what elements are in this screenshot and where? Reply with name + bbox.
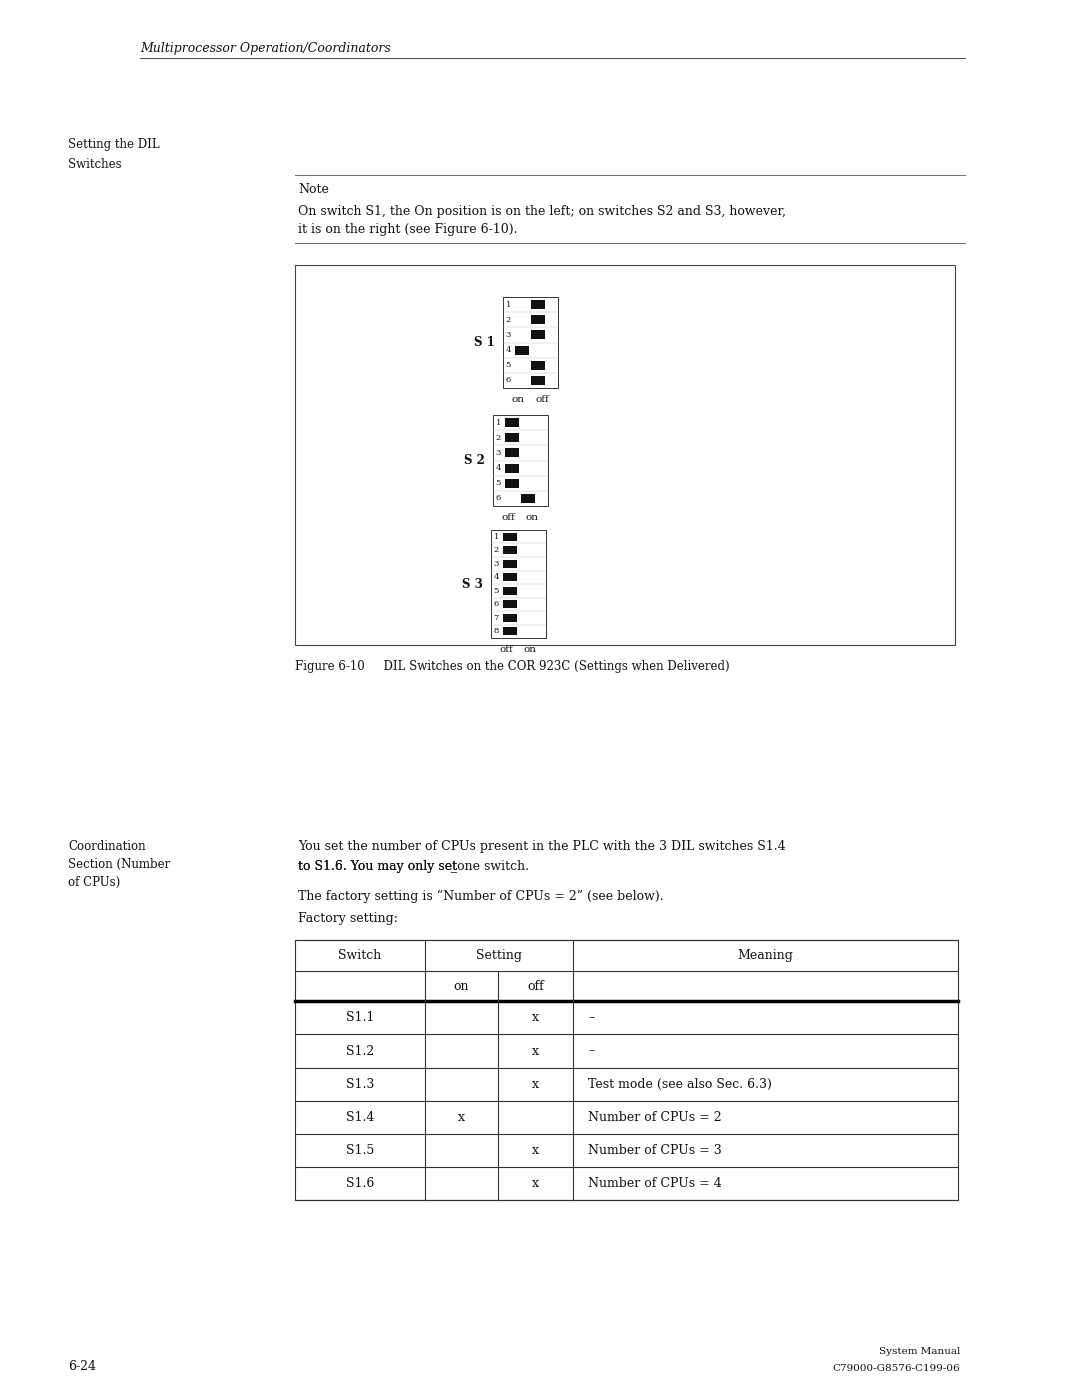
Text: 3: 3 bbox=[494, 560, 499, 567]
Bar bbox=[503, 573, 517, 581]
Bar bbox=[503, 532, 517, 541]
Text: Factory setting:: Factory setting: bbox=[298, 912, 397, 925]
Text: 3: 3 bbox=[505, 331, 511, 339]
Text: C79000-G8576-C199-06: C79000-G8576-C199-06 bbox=[833, 1363, 960, 1373]
Text: x: x bbox=[532, 1077, 539, 1091]
Text: Section (Number: Section (Number bbox=[68, 858, 171, 870]
Text: on: on bbox=[524, 645, 537, 654]
Text: 7: 7 bbox=[494, 613, 499, 622]
Text: 6-24: 6-24 bbox=[68, 1361, 96, 1373]
Text: off: off bbox=[499, 645, 513, 654]
Bar bbox=[531, 300, 545, 309]
Bar bbox=[505, 418, 519, 427]
Text: to S1.6. You may only set̲one switch.: to S1.6. You may only set̲one switch. bbox=[298, 861, 529, 873]
Text: to S1.6. You may only set: to S1.6. You may only set bbox=[298, 861, 457, 873]
Text: Number of CPUs = 4: Number of CPUs = 4 bbox=[588, 1176, 721, 1190]
Text: On switch S1, the On position is on the left; on switches S2 and S3, however,: On switch S1, the On position is on the … bbox=[298, 205, 786, 218]
Text: Figure 6-10     DIL Switches on the COR 923C (Settings when Delivered): Figure 6-10 DIL Switches on the COR 923C… bbox=[295, 659, 730, 673]
Bar bbox=[531, 360, 545, 370]
Text: Switches: Switches bbox=[68, 158, 122, 170]
Bar bbox=[502, 298, 557, 388]
Text: –: – bbox=[588, 1011, 594, 1024]
Text: 1: 1 bbox=[505, 300, 511, 309]
Text: of CPUs): of CPUs) bbox=[68, 876, 120, 888]
Text: 8: 8 bbox=[494, 627, 499, 636]
Text: S1.6: S1.6 bbox=[346, 1176, 374, 1190]
Text: Meaning: Meaning bbox=[738, 949, 794, 963]
Text: 6: 6 bbox=[505, 376, 511, 384]
Text: The factory setting is “Number of CPUs = 2” (see below).: The factory setting is “Number of CPUs =… bbox=[298, 890, 663, 904]
Bar bbox=[531, 330, 545, 339]
Text: S1.2: S1.2 bbox=[346, 1045, 374, 1058]
Bar bbox=[505, 448, 519, 457]
Bar bbox=[503, 601, 517, 608]
Text: S1.4: S1.4 bbox=[346, 1111, 374, 1123]
Text: 6: 6 bbox=[496, 495, 501, 503]
Text: on: on bbox=[526, 513, 539, 522]
Text: 1: 1 bbox=[496, 419, 501, 426]
Text: 4: 4 bbox=[494, 573, 499, 581]
Text: x: x bbox=[532, 1045, 539, 1058]
Text: 6: 6 bbox=[494, 601, 499, 608]
Text: 4: 4 bbox=[505, 346, 511, 353]
Text: 1: 1 bbox=[494, 532, 499, 541]
Text: 3: 3 bbox=[496, 448, 501, 457]
Text: Number of CPUs = 2: Number of CPUs = 2 bbox=[588, 1111, 721, 1123]
Text: 5: 5 bbox=[505, 362, 511, 369]
Text: System Manual: System Manual bbox=[879, 1347, 960, 1356]
Text: x: x bbox=[532, 1176, 539, 1190]
Bar bbox=[503, 560, 517, 567]
Text: S 3: S 3 bbox=[461, 577, 483, 591]
Text: 5: 5 bbox=[496, 479, 501, 488]
Bar bbox=[490, 529, 545, 638]
Text: on: on bbox=[512, 395, 525, 404]
Bar bbox=[505, 479, 519, 488]
Bar bbox=[503, 627, 517, 636]
Text: x: x bbox=[532, 1144, 539, 1157]
Bar bbox=[503, 613, 517, 622]
Text: Multiprocessor Operation/Coordinators: Multiprocessor Operation/Coordinators bbox=[140, 42, 391, 54]
Text: S1.5: S1.5 bbox=[346, 1144, 374, 1157]
Bar bbox=[505, 464, 519, 472]
Text: 2: 2 bbox=[505, 316, 511, 324]
Bar bbox=[295, 940, 958, 1200]
Bar bbox=[531, 376, 545, 386]
Bar bbox=[503, 546, 517, 555]
Text: S1.1: S1.1 bbox=[346, 1011, 374, 1024]
Bar bbox=[531, 316, 545, 324]
Text: Note: Note bbox=[298, 183, 329, 196]
Text: on: on bbox=[454, 979, 469, 992]
Text: x: x bbox=[458, 1111, 465, 1123]
Text: 2: 2 bbox=[494, 546, 499, 555]
Text: S 2: S 2 bbox=[463, 454, 485, 467]
Text: Coordination: Coordination bbox=[68, 840, 146, 854]
Bar bbox=[492, 415, 548, 506]
Text: off: off bbox=[501, 513, 515, 522]
Text: –: – bbox=[588, 1045, 594, 1058]
Text: off: off bbox=[535, 395, 549, 404]
Bar bbox=[295, 265, 955, 645]
Text: Switch: Switch bbox=[338, 949, 381, 963]
Text: it is on the right (see Figure 6-10).: it is on the right (see Figure 6-10). bbox=[298, 224, 517, 236]
Bar bbox=[521, 495, 535, 503]
Text: Setting the DIL: Setting the DIL bbox=[68, 138, 160, 151]
Text: S 1: S 1 bbox=[474, 337, 495, 349]
Bar bbox=[503, 587, 517, 595]
Text: Number of CPUs = 3: Number of CPUs = 3 bbox=[588, 1144, 721, 1157]
Text: 5: 5 bbox=[494, 587, 499, 595]
Text: Test mode (see also Sec. 6.3): Test mode (see also Sec. 6.3) bbox=[588, 1077, 772, 1091]
Bar bbox=[505, 433, 519, 443]
Text: x: x bbox=[532, 1011, 539, 1024]
Text: 2: 2 bbox=[496, 433, 501, 441]
Text: You set the number of CPUs present in the PLC with the 3 DIL switches S1.4: You set the number of CPUs present in th… bbox=[298, 840, 785, 854]
Text: 4: 4 bbox=[496, 464, 501, 472]
Bar bbox=[515, 345, 529, 355]
Text: S1.3: S1.3 bbox=[346, 1077, 374, 1091]
Text: off: off bbox=[527, 979, 544, 992]
Text: Setting: Setting bbox=[476, 949, 522, 963]
